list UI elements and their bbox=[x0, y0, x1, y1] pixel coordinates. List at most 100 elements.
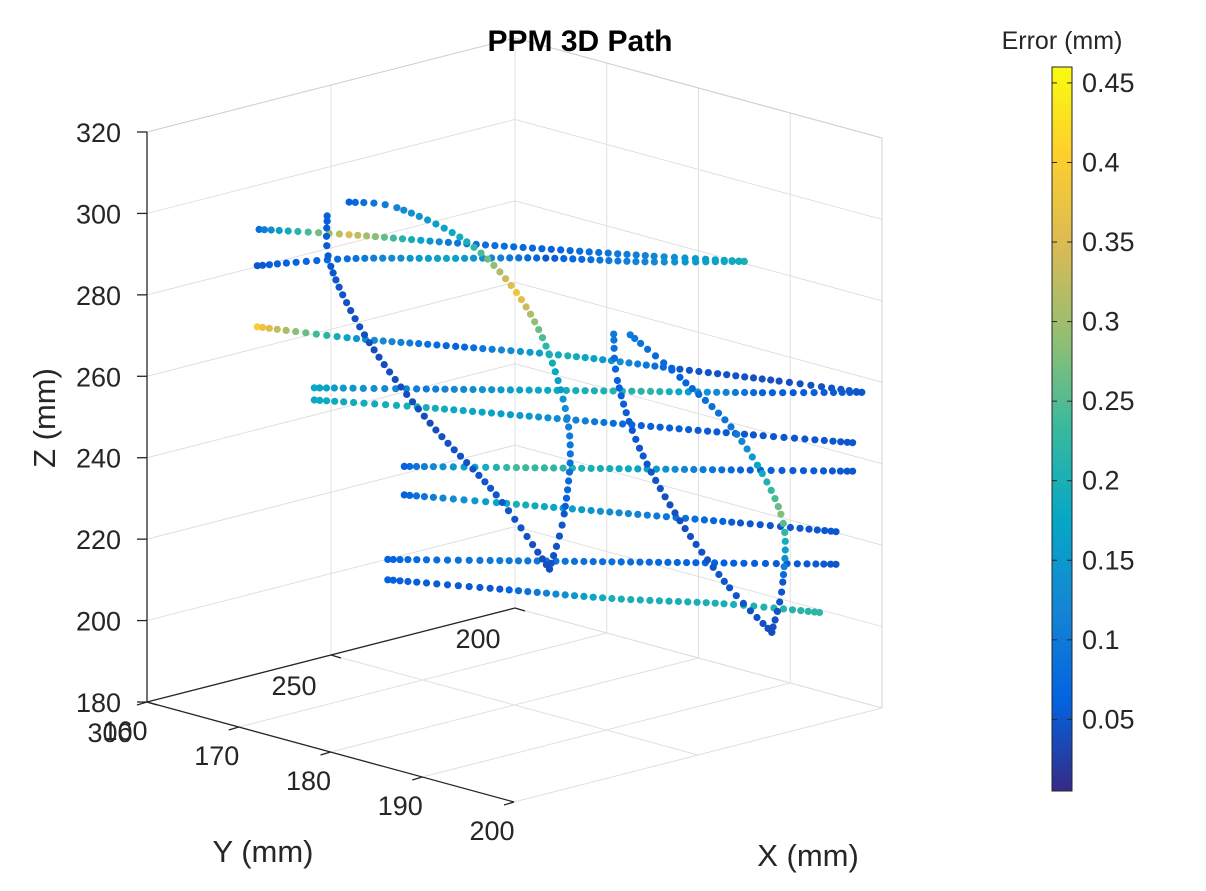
path-point bbox=[469, 465, 477, 473]
path-point bbox=[732, 592, 740, 600]
path-point bbox=[843, 438, 851, 446]
path-point bbox=[578, 464, 586, 472]
path-point bbox=[523, 532, 531, 541]
path-point bbox=[622, 409, 630, 417]
path-point bbox=[568, 505, 577, 513]
path-point bbox=[611, 365, 620, 373]
path-point bbox=[565, 477, 573, 485]
path-point bbox=[704, 427, 712, 435]
path-point bbox=[779, 605, 788, 613]
path-point bbox=[415, 340, 423, 348]
path-point bbox=[771, 495, 779, 503]
path-point bbox=[570, 557, 579, 566]
path-point bbox=[503, 463, 511, 472]
path-point bbox=[540, 503, 549, 511]
path-point bbox=[560, 510, 568, 518]
path-point bbox=[624, 509, 633, 518]
path-point bbox=[538, 245, 546, 253]
path-point bbox=[751, 559, 759, 568]
path-point bbox=[566, 441, 574, 449]
path-point bbox=[557, 246, 565, 254]
path-point bbox=[756, 521, 764, 529]
path-point bbox=[561, 404, 569, 413]
path-point bbox=[711, 599, 719, 607]
path-point bbox=[812, 560, 820, 568]
path-point bbox=[675, 425, 683, 433]
path-point bbox=[627, 558, 635, 566]
path-point bbox=[676, 373, 684, 381]
path-point bbox=[773, 607, 782, 616]
path-point bbox=[444, 238, 452, 246]
path-point bbox=[534, 548, 542, 556]
path-point bbox=[610, 354, 619, 362]
path-point bbox=[769, 433, 778, 441]
path-point bbox=[723, 371, 731, 379]
path-point bbox=[330, 384, 338, 392]
path-point bbox=[758, 375, 766, 383]
path-point bbox=[406, 491, 414, 499]
path-point bbox=[700, 516, 709, 524]
path-point bbox=[275, 226, 283, 235]
path-point bbox=[713, 388, 721, 396]
path-point bbox=[548, 359, 557, 367]
path-point bbox=[781, 528, 789, 537]
path-point bbox=[838, 388, 846, 396]
path-point bbox=[524, 557, 532, 565]
path-point bbox=[414, 405, 422, 413]
path-point bbox=[569, 255, 577, 263]
path-point bbox=[730, 559, 738, 567]
path-point bbox=[634, 510, 642, 518]
path-point bbox=[655, 558, 663, 566]
path-point bbox=[497, 386, 505, 394]
path-point bbox=[490, 261, 498, 269]
path-point bbox=[632, 258, 640, 266]
path-point bbox=[542, 589, 551, 597]
path-point bbox=[610, 344, 618, 352]
path-point bbox=[488, 386, 496, 394]
path-point bbox=[550, 464, 558, 472]
path-point bbox=[322, 232, 331, 240]
path-point bbox=[643, 460, 651, 468]
path-point bbox=[634, 360, 642, 368]
path-point bbox=[531, 502, 539, 510]
path-point bbox=[542, 342, 550, 350]
path-point bbox=[609, 387, 617, 395]
path-point bbox=[426, 419, 434, 427]
path-point bbox=[832, 528, 840, 536]
path-point bbox=[645, 558, 653, 566]
path-point bbox=[370, 384, 378, 393]
path-point bbox=[424, 254, 432, 262]
path-point bbox=[564, 486, 572, 494]
path-point bbox=[465, 556, 473, 564]
colorbar-tick-label: 0.4 bbox=[1082, 147, 1120, 177]
path-point bbox=[684, 598, 692, 606]
path-point bbox=[422, 556, 431, 564]
path-point bbox=[819, 467, 828, 475]
path-point bbox=[400, 462, 408, 470]
path-point bbox=[433, 254, 442, 262]
path-point bbox=[347, 307, 355, 315]
path-point bbox=[566, 247, 574, 255]
path-point bbox=[599, 558, 607, 566]
path-point bbox=[454, 556, 462, 564]
path-point bbox=[488, 345, 496, 353]
path-point bbox=[370, 254, 378, 262]
path-point bbox=[587, 506, 595, 515]
path-point bbox=[563, 414, 571, 422]
path-point bbox=[547, 559, 555, 567]
path-point bbox=[397, 383, 405, 391]
path-point bbox=[641, 258, 649, 266]
path-point bbox=[265, 261, 273, 269]
path-point bbox=[615, 465, 623, 473]
path-point bbox=[595, 248, 603, 257]
path-point bbox=[731, 388, 740, 397]
path-point bbox=[720, 258, 728, 266]
path-point bbox=[356, 323, 364, 331]
path-point bbox=[351, 315, 359, 323]
path-point bbox=[313, 257, 321, 265]
path-point bbox=[476, 556, 484, 565]
z-tick-label: 200 bbox=[76, 607, 121, 637]
path-point bbox=[292, 328, 300, 336]
path-point bbox=[545, 565, 554, 573]
